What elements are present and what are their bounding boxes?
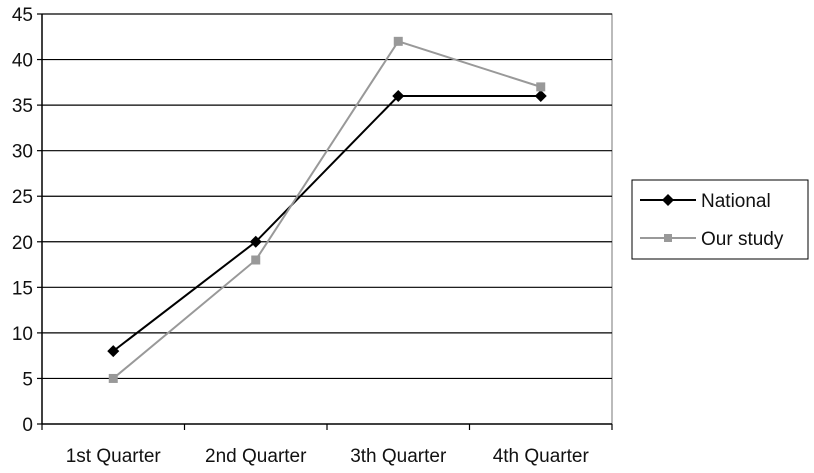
y-tick-label: 15 xyxy=(12,278,33,299)
data-point-national xyxy=(392,90,405,102)
y-tick-label: 30 xyxy=(12,142,33,163)
legend: National Our study xyxy=(631,179,809,260)
x-axis-ticks: 1st Quarter 2nd Quarter 3th Quarter 4th Qua… xyxy=(41,424,613,467)
legend-box xyxy=(631,179,809,260)
plot-area xyxy=(41,13,613,425)
series-line-national xyxy=(112,95,541,352)
data-point-our-study xyxy=(536,82,546,92)
x-tick-label: 2nd Quarter xyxy=(205,446,307,467)
y-tick-label: 25 xyxy=(12,187,33,208)
y-tick-label: 35 xyxy=(12,96,33,117)
legend-marker-national xyxy=(662,194,674,206)
data-point-our-study xyxy=(393,36,403,46)
series-layer xyxy=(107,36,547,383)
data-point-national xyxy=(107,345,120,358)
legend-label-our-study: Our study xyxy=(701,229,784,250)
data-point-our-study xyxy=(251,255,261,265)
y-tick-label: 0 xyxy=(22,415,33,436)
legend-marker-our-study xyxy=(664,234,672,242)
data-point-our-study xyxy=(108,373,118,383)
series-line-our-study xyxy=(112,40,542,380)
data-point-national xyxy=(534,90,547,102)
y-tick-label: 10 xyxy=(12,324,33,345)
x-tick-label: 4th Quarter xyxy=(493,446,590,467)
y-tick-label: 5 xyxy=(22,369,33,390)
data-point-national xyxy=(249,235,262,248)
legend-label-national: National xyxy=(701,191,771,212)
y-tick-label: 40 xyxy=(12,51,33,72)
y-axis-ticks: 0 5 10 15 20 25 30 35 40 45 xyxy=(12,5,42,436)
x-tick-label: 3th Quarter xyxy=(350,446,447,467)
y-tick-label: 20 xyxy=(12,233,33,254)
y-tick-label: 45 xyxy=(12,5,33,26)
x-tick-label: 1st Quarter xyxy=(66,446,162,467)
